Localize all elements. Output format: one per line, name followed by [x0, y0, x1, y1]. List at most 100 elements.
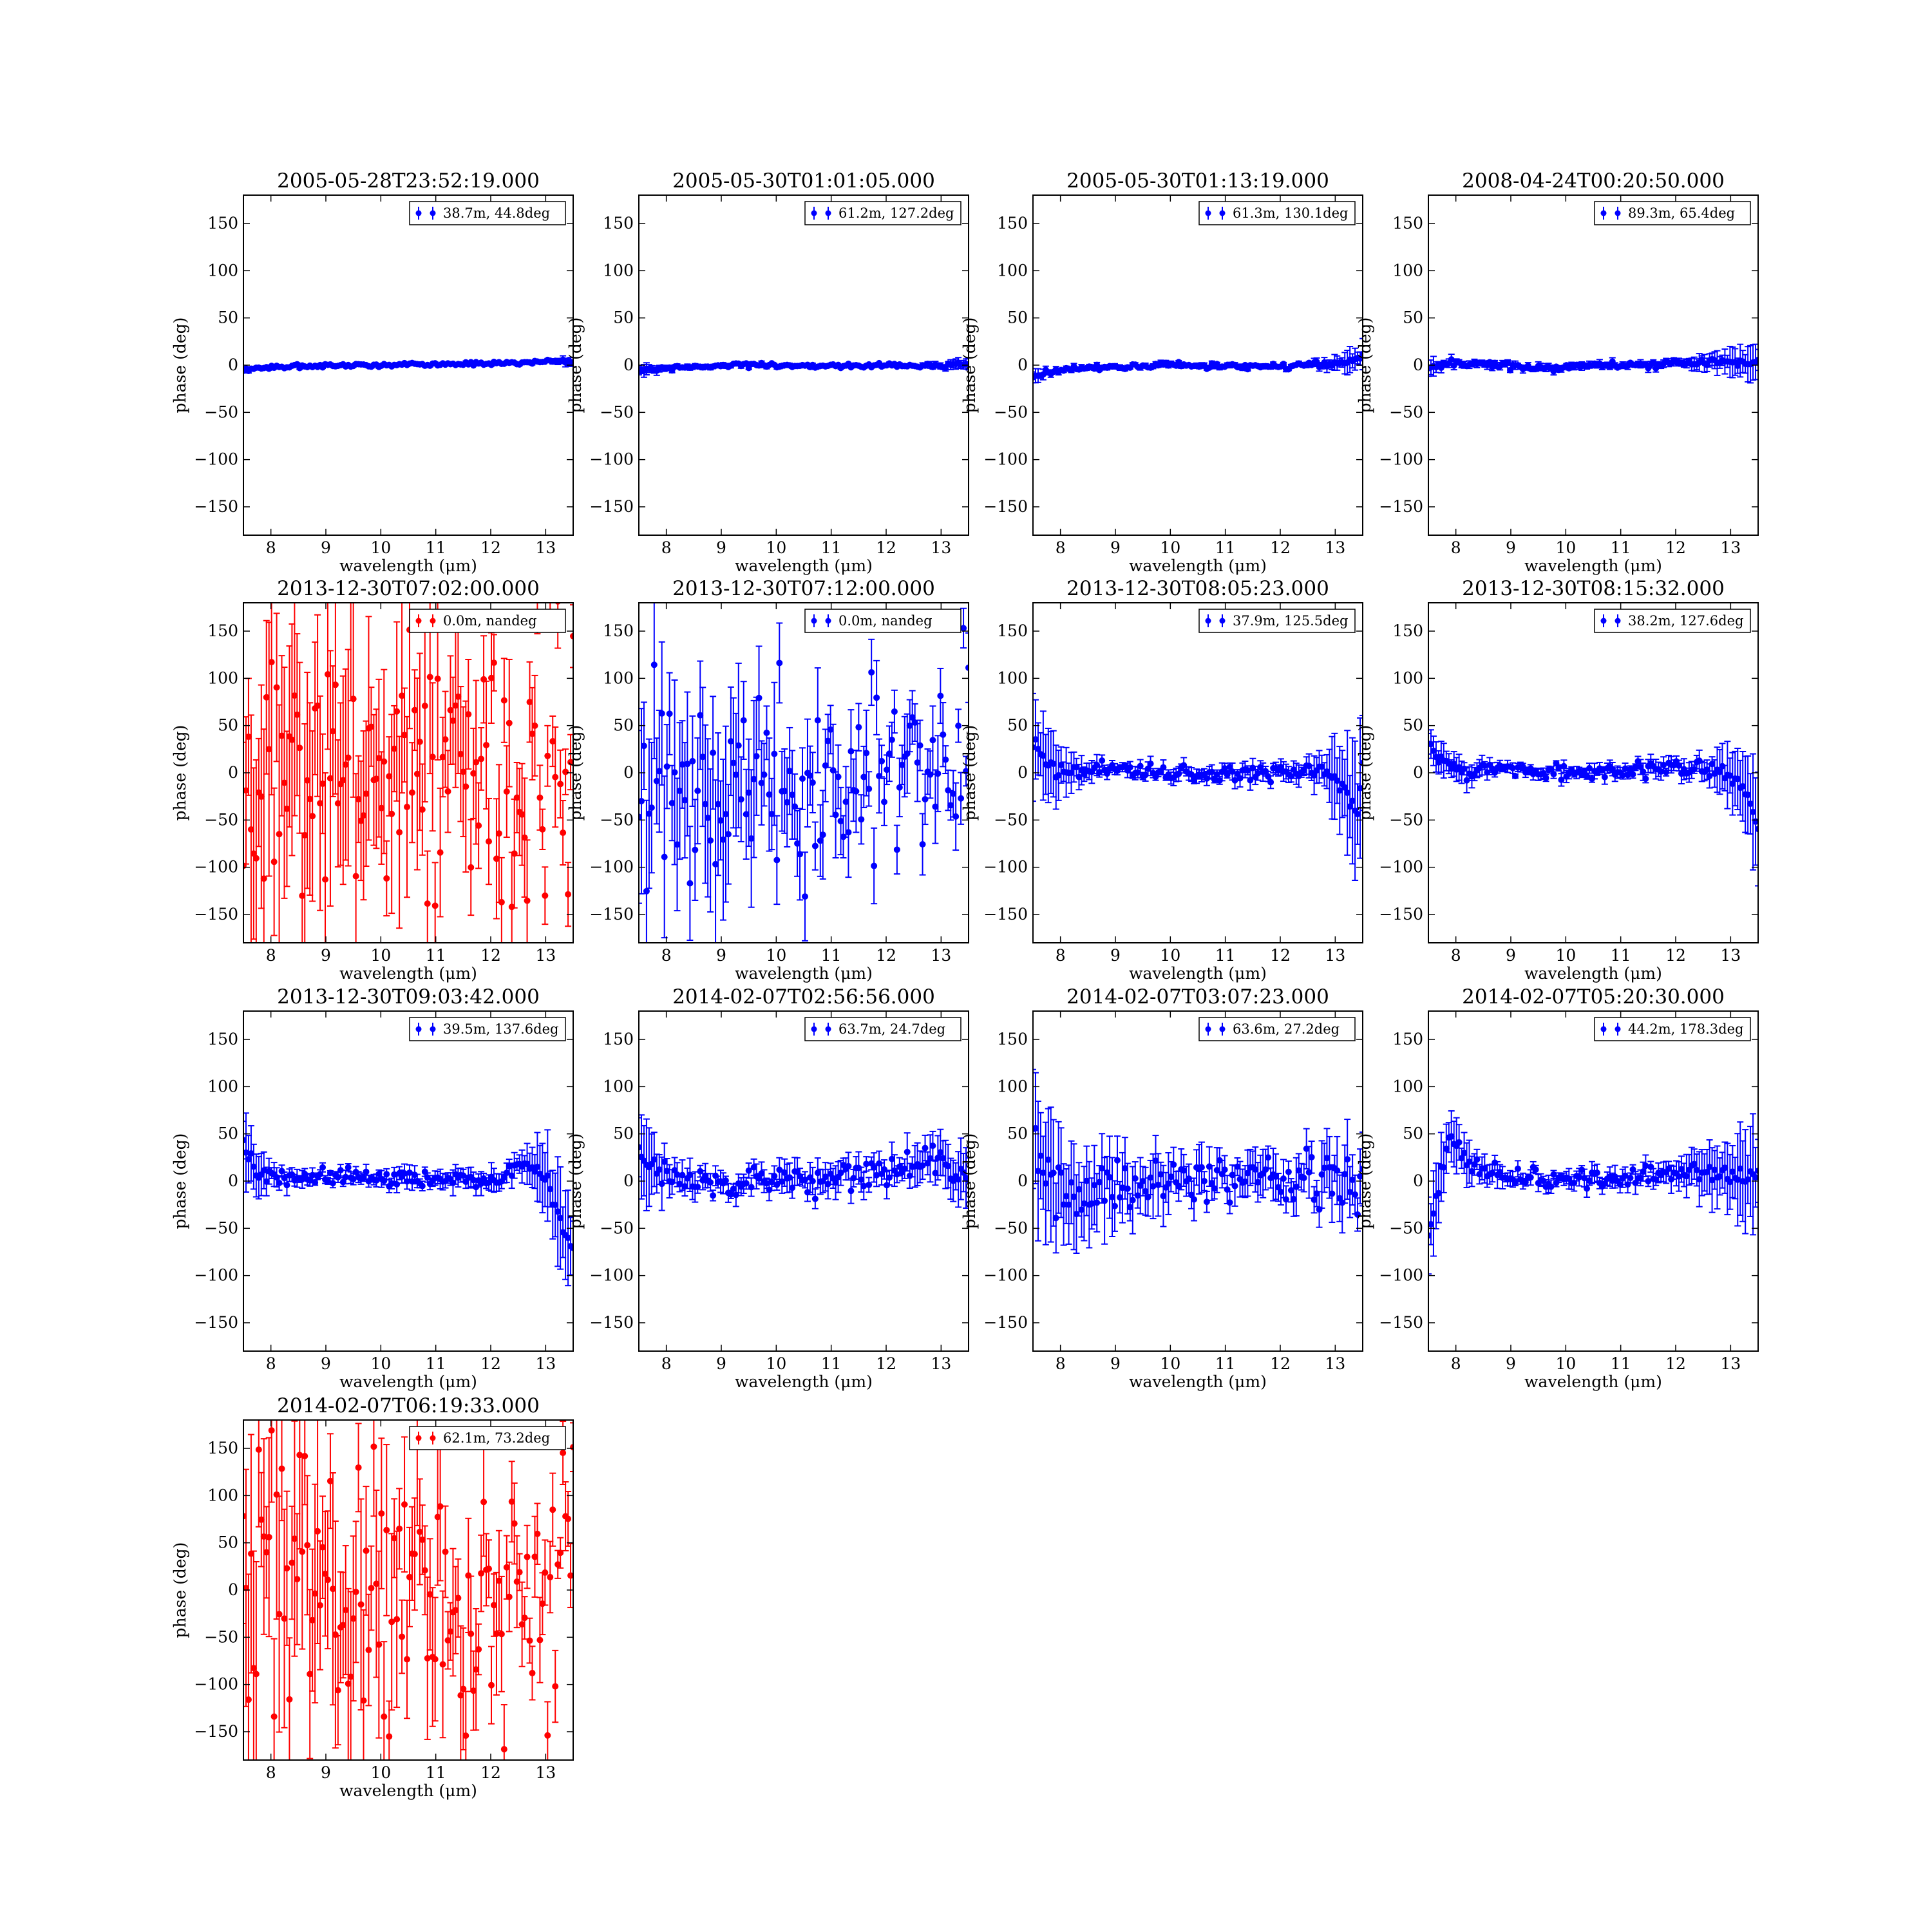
subplot-3: 8 9 10 11 12 13 −150 −100 −50 0 50 100 150 2005-05-30… [960, 169, 1363, 575]
y-tick-label: 150 [603, 214, 634, 232]
y-tick-label: 0 [1413, 763, 1423, 782]
subplot-1: 8 9 10 11 12 13 −150 −100 −50 0 50 100 150 2005-05-28… [171, 169, 574, 575]
data-point [1642, 775, 1649, 782]
data-point [511, 850, 518, 857]
data-point [710, 749, 717, 756]
data-point [1137, 762, 1144, 770]
y-tick-label: 100 [603, 668, 634, 687]
data-point [426, 674, 433, 681]
y-tick-label: −100 [1379, 450, 1423, 469]
data-point [735, 742, 742, 749]
y-tick-label: −50 [994, 402, 1028, 421]
data-point [940, 731, 947, 738]
y-tick-label: 50 [1007, 716, 1028, 735]
data-point [562, 768, 569, 775]
legend-label: 38.7m, 44.8deg [443, 205, 550, 221]
data-point [1640, 768, 1647, 775]
data-series [243, 355, 573, 375]
data-series [639, 357, 969, 378]
data-point [832, 811, 839, 819]
y-tick-label: −50 [204, 810, 238, 829]
data-point [478, 755, 485, 762]
legend-marker [1615, 210, 1621, 216]
subplot-title: 2013-12-30T08:15:32.000 [1462, 577, 1725, 600]
data-point [689, 757, 696, 764]
legend-marker [1205, 210, 1211, 216]
data-point [498, 898, 505, 905]
y-tick-label: 100 [1392, 261, 1423, 279]
legend-label: 0.0m, nandeg [838, 613, 933, 629]
subplot-9: 8 9 10 11 12 13−150−100−500501001502013-12-30… [171, 985, 574, 1391]
data-point [396, 829, 403, 836]
data-point [848, 748, 855, 755]
data-point [393, 1181, 401, 1188]
legend-marker [415, 210, 422, 216]
data-point [671, 769, 678, 776]
data-point [791, 803, 799, 810]
data-point [858, 816, 865, 823]
y-tick-label: −150 [1379, 905, 1423, 923]
x-tick-label: 11 [1215, 946, 1236, 965]
data-point [801, 893, 808, 900]
data-point [1126, 764, 1133, 771]
data-point [755, 694, 762, 701]
data-point [1542, 775, 1549, 782]
data-point [565, 891, 572, 898]
y-tick-label: −100 [194, 858, 238, 876]
data-point [965, 664, 969, 671]
data-point [866, 785, 873, 792]
y-tick-label: −50 [600, 810, 634, 829]
data-point [1175, 770, 1182, 777]
data-point [570, 359, 573, 366]
data-point [771, 750, 778, 757]
data-point [327, 1170, 334, 1177]
data-point [424, 1174, 431, 1181]
data-point [776, 659, 783, 667]
subplot-title: 2008-04-24T00:20:50.000 [1462, 169, 1725, 193]
data-point [317, 1171, 324, 1178]
data-point [684, 761, 691, 768]
legend-label: 0.0m, nandeg [443, 613, 537, 629]
data-point [503, 788, 510, 795]
y-tick-label: −150 [589, 905, 634, 923]
data-point [878, 757, 886, 764]
data-point [1147, 760, 1154, 767]
data-point [873, 694, 880, 701]
legend-box [804, 201, 961, 225]
x-tick-label: 11 [426, 946, 446, 965]
data-point [268, 659, 275, 666]
data-point [473, 759, 480, 766]
data-point [421, 703, 428, 710]
y-tick-label: −150 [194, 497, 238, 516]
data-point [539, 826, 546, 833]
x-tick-label: 8 [1056, 946, 1066, 965]
y-axis-label: phase (deg) [171, 725, 189, 821]
legend-marker [1205, 618, 1211, 624]
y-tick-label: 150 [207, 214, 238, 232]
data-point [868, 668, 875, 676]
data-point [666, 710, 673, 717]
data-point [658, 710, 665, 717]
subplot-8: 8 9 10 11 12 13 −150 −100 −50 0 50 100 150 2013-12-30… [1356, 577, 1759, 983]
y-tick-label: −100 [194, 450, 238, 469]
x-tick-label: 11 [821, 946, 842, 965]
x-tick-label: 8 [266, 538, 276, 557]
subplot-title: 2013-12-30T08:05:23.000 [1066, 577, 1329, 600]
legend-marker [1600, 618, 1607, 624]
x-tick-label: 10 [1160, 538, 1180, 557]
data-point [462, 783, 469, 790]
data-series [1033, 692, 1363, 882]
legend-label: 61.3m, 130.1deg [1233, 205, 1348, 221]
data-point [570, 632, 573, 639]
x-tick-label: 9 [1110, 538, 1121, 557]
data-point [639, 798, 645, 805]
x-tick-label: 9 [1110, 946, 1121, 965]
data-point [845, 829, 852, 836]
x-tick-label: 9 [1506, 946, 1516, 965]
data-point [252, 855, 260, 862]
x-tick-label: 12 [876, 538, 896, 557]
x-tick-label: 11 [1611, 538, 1631, 557]
data-point [416, 738, 423, 745]
legend-marker [1615, 618, 1621, 624]
x-axis-label: wavelength (μm) [1129, 556, 1267, 575]
